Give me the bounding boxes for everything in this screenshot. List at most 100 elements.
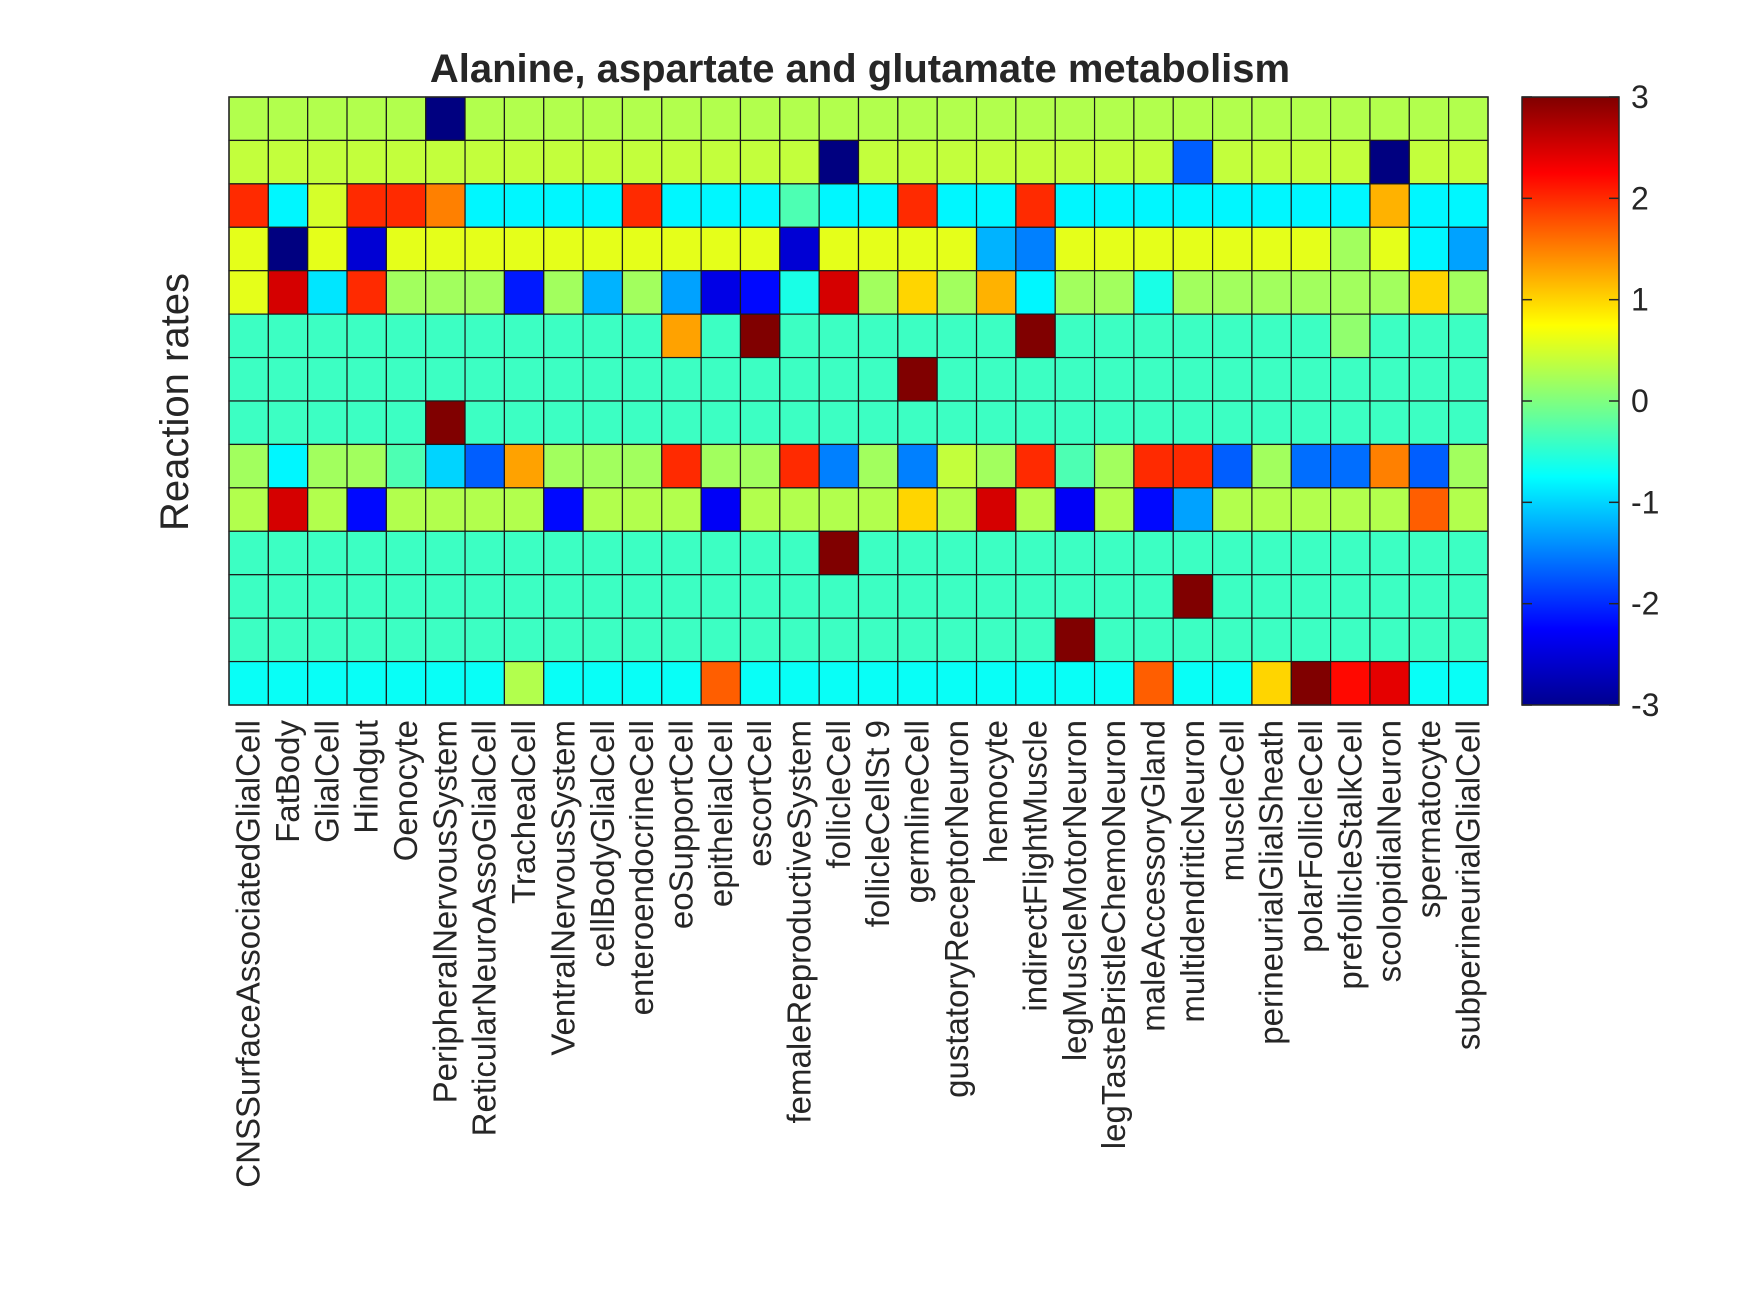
heatmap-cell xyxy=(346,226,387,272)
heatmap-cell xyxy=(818,530,860,576)
heatmap-cell xyxy=(543,574,584,619)
heatmap-cell xyxy=(897,530,938,576)
heatmap-cell xyxy=(857,487,899,532)
heatmap-cell xyxy=(307,226,348,272)
heatmap-cell xyxy=(425,530,466,576)
x-tick-label: epithelialCell xyxy=(702,720,739,907)
heatmap-cell xyxy=(975,400,1017,446)
heatmap-cell xyxy=(857,617,899,663)
x-tick-label: cellBodyGlialCell xyxy=(584,720,621,968)
heatmap-cell xyxy=(582,226,624,272)
heatmap-cell xyxy=(1093,574,1135,619)
heatmap-cell xyxy=(1133,487,1174,532)
x-tick-label: Hindgut xyxy=(348,720,385,834)
heatmap-cell xyxy=(1251,226,1292,272)
heatmap-cell xyxy=(621,139,663,185)
heatmap-cell xyxy=(700,356,742,402)
heatmap-cell xyxy=(228,617,269,663)
heatmap-cell xyxy=(818,139,860,185)
heatmap-cell xyxy=(1290,443,1332,489)
heatmap-cell xyxy=(1290,183,1332,228)
heatmap-cell xyxy=(857,400,899,446)
heatmap-cell xyxy=(425,139,466,185)
heatmap-cell xyxy=(1211,487,1253,532)
heatmap-cell xyxy=(739,183,781,228)
heatmap-cell xyxy=(818,226,860,272)
heatmap-cell xyxy=(936,270,978,315)
heatmap-cell xyxy=(1133,183,1174,228)
heatmap-cell xyxy=(1448,183,1489,228)
heatmap-cell xyxy=(307,96,348,142)
heatmap-cell xyxy=(1330,487,1371,532)
heatmap-cell xyxy=(464,226,505,272)
heatmap-cell xyxy=(1015,487,1056,532)
heatmap-cell xyxy=(228,487,269,532)
heatmap-cell xyxy=(1408,270,1450,315)
heatmap-cell xyxy=(307,574,348,619)
heatmap-cell xyxy=(1330,443,1371,489)
heatmap-cell xyxy=(1408,400,1450,446)
heatmap-cell xyxy=(228,356,269,402)
heatmap-cell xyxy=(1211,400,1253,446)
x-tick-label: perineurialGlialSheath xyxy=(1253,720,1290,1045)
heatmap-cell xyxy=(897,400,938,446)
heatmap-cell xyxy=(543,617,584,663)
heatmap-cell xyxy=(1448,226,1489,272)
heatmap-cell xyxy=(1211,574,1253,619)
heatmap-cell xyxy=(385,96,427,142)
heatmap-cell xyxy=(1133,313,1174,359)
heatmap-cell xyxy=(936,183,978,228)
heatmap-cell xyxy=(1172,356,1214,402)
heatmap-cell xyxy=(543,139,584,185)
heatmap-cell xyxy=(857,270,899,315)
heatmap-cell xyxy=(1408,487,1450,532)
heatmap-cell xyxy=(661,226,702,272)
heatmap-cell xyxy=(425,96,466,142)
heatmap-cell xyxy=(346,270,387,315)
heatmap-cell xyxy=(1251,617,1292,663)
x-tick-label: multidendriticNeuron xyxy=(1174,720,1211,1023)
heatmap-cell xyxy=(1408,356,1450,402)
heatmap-cell xyxy=(1172,574,1214,619)
x-tick-label: follicleCell xyxy=(820,720,857,869)
heatmap-cell xyxy=(975,443,1017,489)
heatmap-cell xyxy=(1448,400,1489,446)
heatmap-cell xyxy=(503,226,545,272)
heatmap-cell xyxy=(1290,226,1332,272)
heatmap-cell xyxy=(1290,530,1332,576)
heatmap-cell xyxy=(1054,660,1096,706)
heatmap-cell xyxy=(267,356,309,402)
heatmap-cell xyxy=(700,183,742,228)
heatmap-cell xyxy=(1054,443,1096,489)
x-tick-label: GlialCell xyxy=(308,720,345,843)
heatmap-cell xyxy=(1251,574,1292,619)
heatmap-cell xyxy=(897,226,938,272)
heatmap-cell xyxy=(857,226,899,272)
heatmap-cell xyxy=(897,270,938,315)
heatmap-cell xyxy=(818,356,860,402)
heatmap-cell xyxy=(582,183,624,228)
heatmap-cell xyxy=(543,443,584,489)
heatmap-cell xyxy=(700,443,742,489)
heatmap-cell xyxy=(621,183,663,228)
heatmap-cell xyxy=(267,400,309,446)
heatmap-cell xyxy=(936,487,978,532)
heatmap-cell xyxy=(1448,617,1489,663)
heatmap-cell xyxy=(975,270,1017,315)
heatmap-cell xyxy=(779,270,820,315)
heatmap-cell xyxy=(464,270,505,315)
heatmap-cell xyxy=(661,487,702,532)
heatmap-cell xyxy=(1251,270,1292,315)
heatmap-cell xyxy=(1211,226,1253,272)
heatmap-cell xyxy=(1054,139,1096,185)
heatmap-cell xyxy=(1448,443,1489,489)
heatmap-cell xyxy=(307,487,348,532)
heatmap-cell xyxy=(425,226,466,272)
heatmap-cell xyxy=(857,574,899,619)
heatmap-cell xyxy=(582,574,624,619)
heatmap-cell xyxy=(1448,487,1489,532)
x-tick-label: PeripheralNervousSystem xyxy=(426,720,463,1103)
heatmap-cell xyxy=(307,617,348,663)
heatmap-cell xyxy=(739,660,781,706)
heatmap-cell xyxy=(936,400,978,446)
